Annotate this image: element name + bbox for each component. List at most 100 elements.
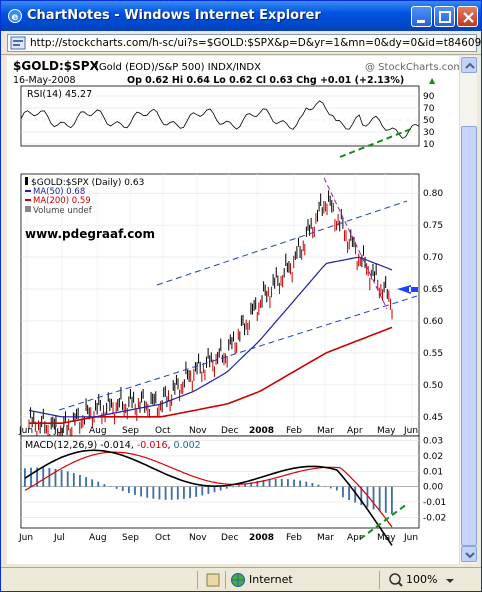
zoom-icon[interactable] [388,572,404,588]
macd-histogram-bar [360,486,363,505]
chart-description: (Gold (EOD)/S&P 500) INDX/INDX [95,62,261,73]
macd-histogram-bar [268,479,271,487]
macd-histogram-bar [103,484,106,487]
stock-chart: $GOLD:$SPX (Gold (EOD)/S&P 500) INDX/IND… [13,59,459,546]
scroll-thumb[interactable] [461,126,477,546]
month-label: Jul [53,426,65,436]
month-label: Apr [347,426,363,436]
macd-histogram-bar [195,486,198,497]
zoom-dropdown-icon[interactable] [445,577,455,585]
macd-histogram-bar [127,486,130,494]
macd-histogram-bar [91,479,94,487]
chg-arrow: ▲ [429,76,436,85]
channel-lower-line [58,295,418,411]
macd-histogram-bar [293,479,295,487]
address-field[interactable]: http://stockcharts.com/h-sc/ui?s=$GOLD:$… [7,34,482,52]
macd-histogram-bar [213,486,216,493]
rsi-trendline [339,128,412,158]
zoom-level[interactable]: 100% [406,573,438,586]
chart-symbol: $GOLD:$SPX [13,59,100,73]
month-label: May [377,533,396,543]
globe-icon [231,573,245,587]
macd-histogram-bar [146,486,149,498]
price-tick-label: 0.50 [423,381,443,391]
legend-price: $GOLD:$SPX (Daily) 0.63 [31,178,144,188]
month-label: Mar [317,533,334,543]
zone-label: Internet [249,573,293,586]
minimize-button[interactable] [411,6,432,27]
scroll-up-button[interactable] [461,57,477,73]
macd-histogram-bar [335,486,338,491]
macd-histogram-bar [366,486,369,508]
month-label: Feb [286,426,302,436]
month-label: Oct [155,533,171,543]
rsi-tick-label: 10 [423,140,435,150]
macd-histogram-bar [274,478,277,487]
chart-date: 16-May-2008 [13,75,76,86]
macd-histogram-bar [372,486,375,510]
downtrend-line [323,177,388,310]
watermark: @ StockCharts.com [365,62,459,73]
macd-histogram-bar [238,485,240,487]
rsi-line [20,100,420,139]
macd-histogram-bar [354,486,357,503]
vertical-scrollbar[interactable] [459,56,477,564]
close-icon [463,12,474,23]
status-bar: Internet 100% [1,567,481,591]
macd-label: MACD(12,26,9) -0.014, -0.016, 0.002 [25,440,201,451]
macd-tick-labels: 0.03 0.02 0.01 0.00 -0.01 -0.02 [423,437,446,524]
rsi-tick-label: 30 [423,128,435,138]
month-label: Aug [89,426,107,436]
channel-upper-line [156,200,408,286]
legend-swatch-volume [25,206,31,212]
legend-swatch-ma200 [25,199,31,201]
macd-histogram-bar [201,486,204,496]
month-label: May [377,426,396,436]
macd-histogram-bar [97,481,100,487]
legend-volume: Volume undef [33,206,93,216]
macd-histogram-bar [158,486,161,500]
month-label: Oct [155,426,171,436]
maximize-button[interactable] [434,6,455,27]
macd-tick-label: -0.01 [423,498,446,508]
macd-histogram-bar [79,474,81,487]
macd-histogram-bar [115,486,118,489]
site-annotation: www.pdegraaf.com [25,227,155,241]
macd-histogram-bar [183,486,185,499]
rsi-label: RSI(14) 45.27 [27,89,92,100]
macd-histogram-bar [231,486,234,488]
macd-histogram-bar [256,481,259,487]
month-label: Dec [221,533,238,543]
price-tick-label: 0.45 [423,413,443,423]
ohlc-readout: Op 0.62 Hi 0.64 Lo 0.62 Cl 0.63 Chg +0.0… [127,75,404,86]
month-label: Dec [221,426,238,436]
macd-histogram [24,467,393,515]
macd-tick-label: 0.03 [423,437,443,447]
status-divider [197,571,198,589]
minimize-icon [417,20,425,23]
month-label: Nov [189,533,207,543]
macd-histogram-bar [225,486,228,489]
macd-histogram-bar [207,486,210,494]
macd-histogram-bar [323,486,326,488]
macd-histogram-bar [140,486,143,497]
price-tick-labels: 0.80 0.75 0.70 0.65 0.60 0.55 0.50 0.45 [423,189,443,423]
macd-histogram-bar [391,486,393,515]
price-tick-label: 0.60 [423,317,443,327]
rsi-tick-label: 70 [423,104,435,114]
price-tick-label: 0.75 [423,221,443,231]
close-button[interactable] [457,6,478,27]
macd-histogram-bar [299,480,302,487]
month-label: 2008 [249,426,274,436]
macd-histogram-bar [311,483,314,487]
macd-histogram-bar [121,486,124,492]
protected-mode-icon [206,573,220,587]
month-label: Mar [317,426,334,436]
maximize-icon [439,11,451,23]
scroll-down-button[interactable] [461,546,477,562]
month-label: Jun [403,533,418,543]
legend-ma50: MA(50) 0.68 [33,187,85,197]
macd-histogram-bar [152,486,155,499]
title-bar[interactable]: e ChartNotes - Windows Internet Explorer [1,1,481,31]
macd-histogram-bar [48,468,51,487]
